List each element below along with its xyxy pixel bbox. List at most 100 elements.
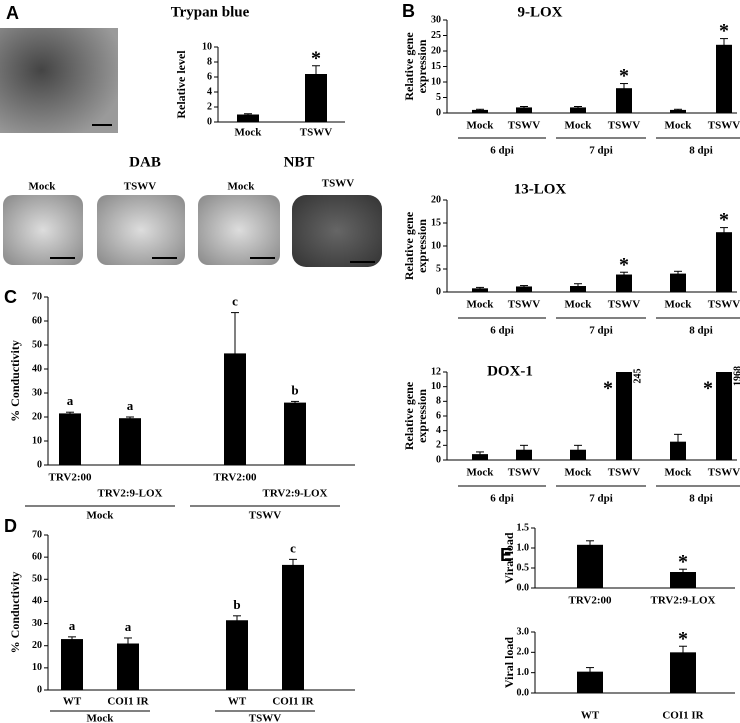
x-tick-label: TRV2:9-LOX: [97, 488, 162, 500]
y-tick-label: 60: [32, 315, 42, 326]
bar: [472, 109, 488, 113]
x-tick-label: TRV2:00: [568, 595, 612, 607]
bar-annotation: *: [619, 254, 629, 276]
x-tick-label: Mock: [467, 467, 495, 479]
y-tick-label: 8: [436, 396, 441, 407]
group-label: Mock: [87, 713, 115, 723]
y-tick-label: 0: [436, 107, 441, 118]
x-tick-label: WT: [63, 696, 82, 708]
bar: [670, 652, 696, 693]
bar-annotation: a: [125, 619, 132, 634]
bar-annotation: *: [678, 551, 688, 573]
y-tick-label: 12: [431, 366, 441, 377]
bar-annotation: c: [232, 294, 238, 309]
x-tick-label: TRV2:00: [213, 472, 257, 484]
y-tick-label: 2: [436, 440, 441, 451]
y-tick-label: 1.0: [517, 667, 530, 678]
y-tick-label: 40: [32, 596, 42, 607]
photo-label: TSWV: [124, 181, 156, 193]
y-tick-label: 30: [32, 387, 42, 398]
bar: [670, 572, 696, 588]
y-axis-label: % Conductivity: [8, 572, 22, 654]
y-tick-label: 5: [436, 92, 441, 103]
x-tick-label: COI1 IR: [107, 696, 149, 708]
y-tick-label: 10: [431, 381, 441, 392]
bar-annotation: b: [233, 597, 240, 612]
x-tick-label: Mock: [565, 299, 593, 311]
y-tick-label: 40: [32, 363, 42, 374]
bar: [516, 449, 532, 460]
bar-annotation: *: [719, 209, 729, 231]
stain-title: DAB: [129, 154, 161, 170]
y-tick-label: 10: [202, 41, 212, 52]
bar: [570, 107, 586, 113]
group-label: 6 dpi: [490, 493, 514, 505]
group-label: 7 dpi: [589, 325, 613, 337]
x-tick-label: Mock: [467, 299, 495, 311]
y-tick-label: 0: [436, 286, 441, 297]
bar-annotation: *: [703, 378, 713, 400]
y-tick-label: 20: [431, 45, 441, 56]
y-axis-label: Viral load: [502, 532, 516, 584]
x-tick-label: Mock: [565, 467, 593, 479]
photo: [97, 195, 185, 265]
bar: [570, 449, 586, 460]
y-tick-label: 4: [207, 86, 212, 97]
x-tick-label: TSWV: [300, 127, 332, 139]
y-axis-label: expression: [415, 389, 429, 443]
x-tick-label: TSWV: [708, 299, 740, 311]
photo-label: TSWV: [322, 178, 354, 190]
y-axis-label: % Conductivity: [8, 340, 22, 422]
chart-title: 13-LOX: [514, 181, 567, 197]
bar: [472, 288, 488, 292]
bar: [305, 74, 327, 122]
bar: [59, 413, 81, 465]
y-tick-label: 60: [32, 551, 42, 562]
y-tick-label: 70: [32, 529, 42, 540]
x-tick-label: Mock: [665, 299, 693, 311]
y-tick-label: 3.0: [517, 626, 530, 637]
bar-annotation: *: [619, 65, 629, 87]
bar: [284, 402, 306, 465]
x-tick-label: WT: [581, 710, 600, 722]
y-tick-label: 50: [32, 574, 42, 585]
x-tick-label: Mock: [565, 120, 593, 132]
y-tick-label: 15: [431, 217, 441, 228]
y-axis-label: Relative level: [174, 50, 188, 119]
x-tick-label: TSWV: [608, 299, 640, 311]
y-tick-label: 2: [207, 101, 212, 112]
bar-annotation: a: [127, 398, 134, 413]
y-tick-label: 1.0: [517, 542, 530, 553]
photo: [0, 28, 118, 133]
y-tick-label: 10: [32, 435, 42, 446]
x-tick-label: Mock: [467, 120, 495, 132]
bar: [670, 273, 686, 292]
bar-annotation: *: [311, 47, 321, 69]
bar-annotation: b: [291, 382, 298, 397]
y-tick-label: 0.0: [517, 687, 530, 698]
chart-title: DOX-1: [487, 363, 533, 379]
group-label: 6 dpi: [490, 325, 514, 337]
y-axis-label: Relative gene: [402, 32, 416, 101]
y-tick-label: 8: [207, 56, 212, 67]
stain-title: NBT: [284, 154, 315, 170]
y-tick-label: 50: [32, 339, 42, 350]
y-tick-label: 25: [431, 30, 441, 41]
group-label: 8 dpi: [689, 325, 713, 337]
bar: [716, 232, 732, 292]
y-axis-label: expression: [415, 39, 429, 93]
x-tick-label: TRV2:00: [48, 472, 92, 484]
x-tick-label: Mock: [235, 127, 263, 139]
photo: [198, 195, 280, 265]
x-tick-label: TRV2:9-LOX: [650, 595, 715, 607]
bar-annotation: *: [678, 628, 688, 650]
y-tick-label: 1.5: [517, 522, 530, 533]
x-tick-label: TRV2:9-LOX: [262, 488, 327, 500]
y-tick-label: 10: [431, 76, 441, 87]
bar: [716, 44, 732, 113]
bar: [570, 286, 586, 292]
y-tick-label: 0: [207, 116, 212, 127]
x-tick-label: TSWV: [508, 299, 540, 311]
bar: [670, 109, 686, 113]
chart-title: 9-LOX: [518, 4, 563, 20]
